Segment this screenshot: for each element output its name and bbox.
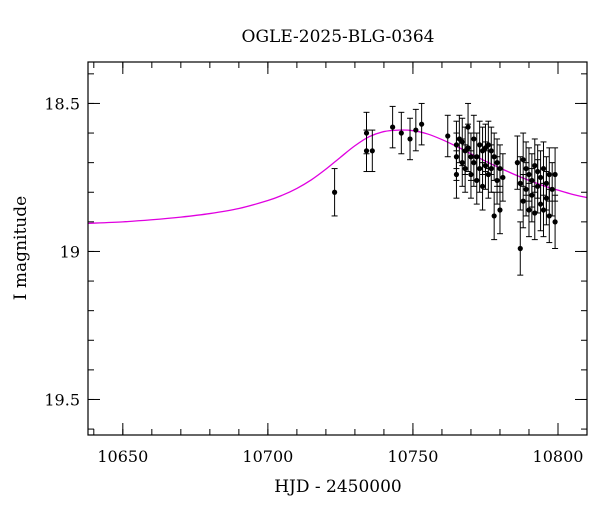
x-tick-labels: 10650 10700 10750 10800 — [97, 447, 583, 466]
data-point — [496, 185, 503, 235]
point-marker — [465, 145, 471, 151]
data-point — [473, 156, 480, 205]
data-point — [363, 129, 370, 173]
data-point — [470, 138, 477, 187]
data-point — [514, 135, 521, 190]
point-marker — [398, 130, 404, 136]
data-point — [499, 153, 506, 202]
data-point — [412, 108, 419, 152]
data-point — [537, 176, 544, 232]
data-point — [476, 144, 483, 193]
point-marker — [543, 195, 549, 201]
point-marker — [482, 163, 489, 169]
data-point — [398, 111, 405, 155]
y-tick-label: 18.5 — [44, 94, 80, 113]
point-marker — [331, 189, 338, 195]
data-point — [543, 171, 550, 226]
point-marker — [552, 219, 558, 225]
point-marker — [535, 183, 541, 189]
point-marker — [517, 180, 523, 186]
point-marker — [520, 157, 526, 163]
data-point — [552, 147, 559, 202]
data-point — [482, 141, 489, 190]
data-point — [389, 105, 396, 149]
point-marker — [526, 171, 532, 178]
data-point — [520, 173, 527, 229]
point-marker — [523, 186, 529, 192]
point-marker — [514, 160, 520, 166]
point-marker — [390, 124, 396, 130]
point-marker — [497, 207, 503, 213]
data-point — [552, 194, 559, 249]
point-marker — [500, 174, 506, 181]
point-marker — [520, 198, 526, 204]
point-marker — [477, 165, 483, 172]
point-marker — [552, 171, 558, 178]
point-marker — [479, 183, 486, 189]
data-point — [517, 156, 524, 211]
data-point — [444, 114, 451, 158]
data-point — [491, 191, 498, 241]
data-point — [525, 182, 532, 238]
data-point — [523, 162, 530, 217]
data-point — [453, 150, 460, 199]
point-marker — [468, 171, 474, 178]
data-point — [528, 168, 535, 223]
x-tick-label: 10650 — [97, 447, 148, 466]
point-marker — [537, 201, 544, 207]
point-marker — [488, 165, 494, 172]
data-point — [465, 123, 472, 173]
point-marker — [494, 177, 500, 184]
data-point — [462, 144, 469, 193]
x-tick-label: 10800 — [533, 447, 584, 466]
point-marker — [363, 148, 370, 154]
point-marker — [419, 121, 425, 127]
point-marker — [369, 148, 375, 154]
data-point — [496, 144, 503, 193]
point-marker — [413, 127, 419, 133]
data-point — [418, 102, 425, 146]
data-point — [407, 117, 414, 161]
data-point — [517, 221, 524, 276]
point-marker — [462, 165, 468, 172]
y-axis-label: I magnitude — [11, 196, 31, 300]
x-axis-label: HJD - 2450000 — [274, 477, 402, 497]
data-points — [331, 102, 559, 276]
point-marker — [529, 192, 535, 198]
point-marker — [453, 171, 460, 178]
point-marker — [526, 207, 532, 213]
point-marker — [459, 160, 465, 166]
point-marker — [517, 245, 523, 252]
point-marker — [445, 133, 451, 139]
data-point — [549, 162, 556, 217]
axis-ticks — [88, 62, 588, 435]
point-marker — [540, 165, 547, 172]
point-marker — [471, 160, 477, 166]
plot-frame — [87, 61, 588, 436]
data-point — [331, 168, 338, 217]
point-marker — [474, 177, 480, 184]
data-point — [479, 162, 486, 211]
point-marker — [546, 171, 552, 178]
chart-title: OGLE-2025-BLG-0364 — [242, 27, 435, 47]
x-tick-label: 10700 — [242, 447, 293, 466]
data-point — [494, 156, 501, 205]
x-tick-label: 10750 — [387, 447, 438, 466]
data-point — [459, 138, 466, 187]
y-tick-labels: 18.5 19 19.5 — [44, 94, 80, 409]
point-marker — [549, 186, 555, 192]
data-point — [369, 129, 376, 173]
y-tick-label: 19 — [60, 242, 80, 261]
model-curve — [87, 129, 588, 224]
point-marker — [497, 165, 503, 172]
point-marker — [532, 163, 538, 169]
y-tick-label: 19.5 — [44, 390, 80, 409]
data-point — [467, 150, 474, 199]
point-marker — [491, 213, 497, 219]
point-marker — [407, 136, 413, 142]
